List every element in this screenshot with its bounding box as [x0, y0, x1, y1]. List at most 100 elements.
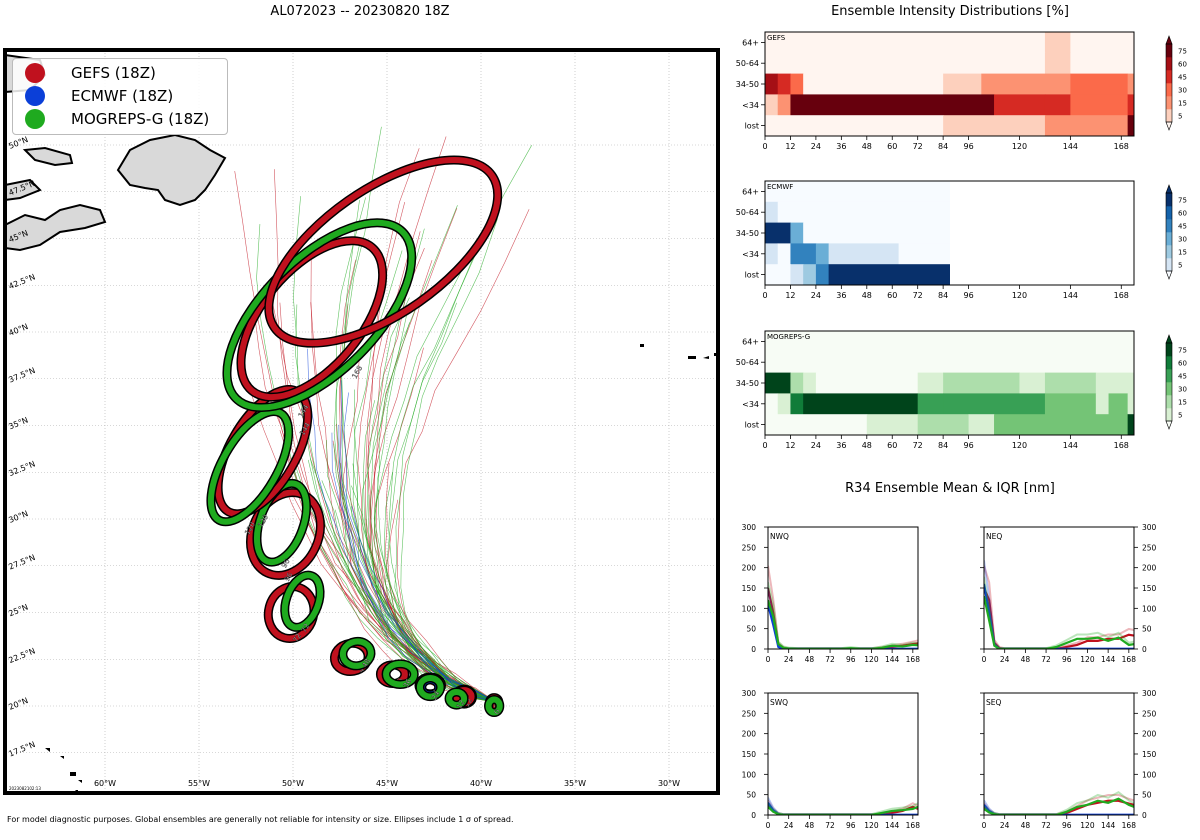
row-label: 34-50: [736, 229, 759, 238]
legend-item-mogreps: MOGREPS-G (18Z): [25, 108, 209, 130]
y-tick-label: 50: [746, 625, 756, 634]
member-track-mogreps: [366, 297, 497, 703]
colorbar-tick-label: 5: [1178, 262, 1182, 270]
ellipse-mogreps-48h: 48: [338, 636, 376, 671]
x-tick-label: 60: [887, 142, 897, 151]
y-tick-label: 100: [1142, 604, 1157, 613]
member-track-ecmwf: [340, 380, 497, 703]
heat-cell: [777, 73, 791, 95]
heat-cell: [765, 32, 1046, 54]
x-tick-label: 12: [785, 142, 795, 151]
panel-label: GEFS: [767, 34, 786, 42]
y-tick-label: 0: [1142, 645, 1147, 654]
iqr-line-ecmwf: [768, 587, 918, 649]
heat-cell: [765, 264, 791, 286]
map-title: AL072023 -- 20230820 18Z: [270, 4, 450, 19]
y-tick-label: 150: [742, 584, 757, 593]
y-tick-label: 150: [742, 750, 757, 759]
member-track-mogreps: [394, 302, 497, 703]
heat-cell: [765, 181, 950, 203]
colorbar-bottom-arrow: [1165, 270, 1173, 280]
ellipse-hour-label: 96: [283, 571, 295, 583]
plot-frame: [983, 526, 1135, 650]
row-label: 50-64: [736, 59, 759, 68]
row-label: lost: [745, 122, 759, 131]
colorbar-tick-label: 5: [1178, 412, 1182, 420]
lat-tick-label: 40°N: [7, 322, 29, 338]
ellipse-hour-label: 12: [463, 697, 474, 709]
heat-cell: [765, 393, 779, 415]
mogreps-intensity: 64+ 50-64 34-50 <34 lost 0 12 24 36 48 60 72 84 96 120…: [736, 330, 1187, 450]
colorbar-step: [1166, 206, 1172, 220]
heat-cell: [1044, 393, 1097, 415]
colorbar-top-arrow: [1165, 35, 1173, 45]
heat-cell: [1019, 372, 1046, 394]
y-tick-label: 0: [751, 811, 756, 820]
y-tick-label: 200: [742, 730, 757, 739]
x-tick-label: 120: [1012, 441, 1027, 450]
x-tick-label: 48: [1021, 821, 1031, 830]
ellipse-mogreps-96h: 96: [252, 478, 311, 570]
heat-cell: [803, 372, 817, 394]
plot-frame: [767, 692, 919, 816]
row-label: 50-64: [736, 208, 759, 217]
lat-tick-label: 50°N: [7, 135, 29, 151]
ellipse-outline: [264, 155, 503, 348]
heat-cell: [943, 372, 1020, 394]
x-tick-label: 120: [1012, 291, 1027, 300]
heat-cell: [790, 393, 804, 415]
heat-cell: [790, 73, 804, 95]
iqr-line-gefs: [984, 793, 1134, 815]
heat-cell: [994, 414, 1097, 436]
colorbar-step: [1166, 245, 1172, 259]
y-tick-label: 250: [1142, 709, 1157, 718]
x-tick-label: 24: [811, 291, 821, 300]
colorbar-step: [1166, 57, 1172, 71]
panel-label: MOGREPS-G: [767, 333, 810, 341]
heat-cell: [1070, 32, 1135, 54]
x-tick-label: 36: [836, 142, 846, 151]
ellipse-hour-label: 0: [493, 708, 502, 716]
colorbar-top-arrow: [1165, 184, 1173, 194]
x-tick-label: 168: [1122, 821, 1137, 830]
panel-label: NEQ: [986, 532, 1002, 541]
heat-cell: [815, 243, 830, 265]
row-label: <34: [742, 250, 759, 259]
lat-tick-label: 42.5°N: [7, 272, 36, 291]
y-tick-label: 100: [1142, 770, 1157, 779]
y-tick-label: 100: [742, 604, 757, 613]
gefs-intensity: 64+ 50-64 34-50 <34 lost 0 12 24 36 48 60 72 84 96 120…: [736, 31, 1187, 151]
heat-cell: [777, 94, 791, 116]
series-group: [768, 797, 918, 815]
r34-seq: 0 24 48 72 96 120 144 168 0 50 100 150 200 250 300 SEQ: [980, 689, 1157, 830]
ellipse-gefs-168h: 168: [264, 155, 503, 380]
heat-cell: [917, 393, 944, 415]
legend-dot-mogreps: [25, 109, 45, 129]
map-frame: [3, 48, 720, 795]
heat-cell: [1127, 73, 1135, 95]
ellipse-ring: [485, 696, 503, 716]
heat-cell: [917, 372, 944, 394]
colorbar-frame: [1165, 43, 1173, 123]
heat-cell: [943, 115, 1046, 137]
y-tick-label: 50: [746, 791, 756, 800]
colorbar-tick-label: 30: [1178, 87, 1187, 95]
x-tick-label: 48: [1021, 655, 1031, 664]
x-tick-label: 24: [811, 441, 821, 450]
iqr-line-mogreps: [768, 582, 918, 649]
x-tick-label: 0: [762, 291, 767, 300]
heat-cell: [765, 222, 791, 244]
azores-islands: [640, 344, 717, 359]
heat-cell: [1127, 393, 1135, 415]
colorbar-step: [1166, 343, 1172, 357]
colorbar-tick-label: 30: [1178, 236, 1187, 244]
row-label: 64+: [742, 187, 759, 196]
colorbar-step: [1166, 395, 1172, 409]
colorbar-bottom-arrow: [1165, 121, 1173, 131]
heat-cell: [943, 73, 982, 95]
r34-plots: 0 24 48 72 96 120 144 168050100150200250300NWQ0…: [742, 523, 1157, 830]
heat-cell: [815, 264, 830, 286]
heat-cell: [1044, 32, 1071, 54]
r34-neq: 0 24 48 72 96 120 144 168 0 50 100 150 200 250 300 NEQ: [980, 523, 1157, 664]
